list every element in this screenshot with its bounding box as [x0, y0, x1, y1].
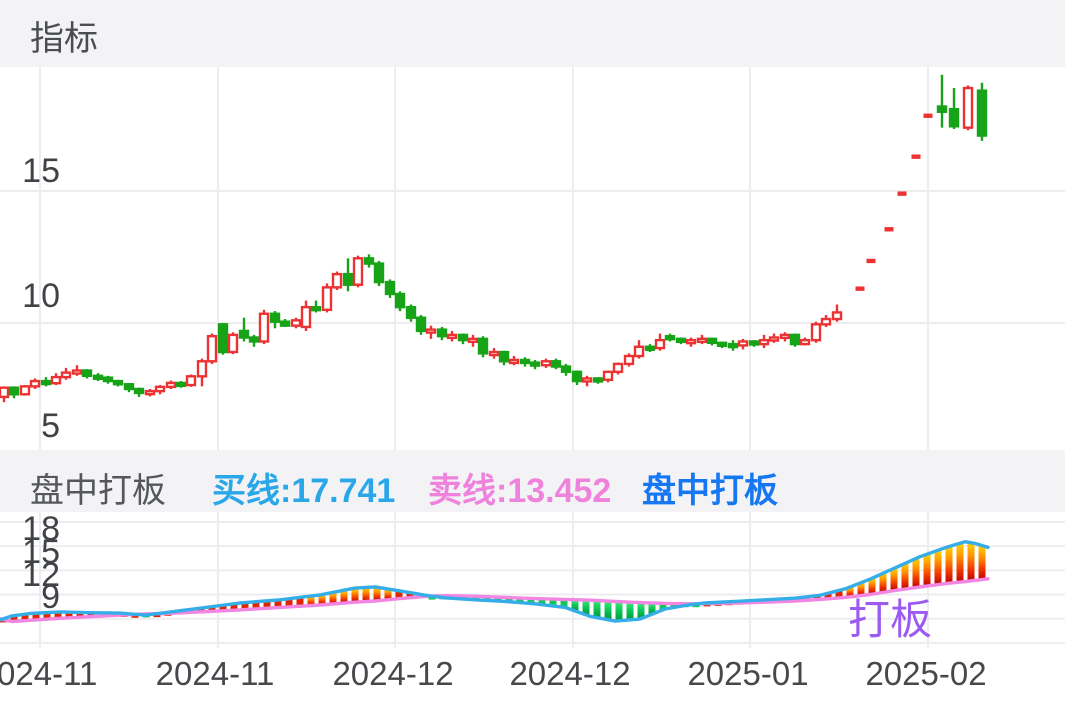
buy-line-value: 买线:17.741: [212, 472, 396, 510]
sub-y-tick-12: 12: [22, 556, 60, 594]
indicator-name-label: 盘中打板: [30, 472, 166, 510]
indicator-sub-pane: 18 15 12 9: [0, 510, 1065, 648]
sell-line-value: 卖线:13.452: [428, 472, 612, 510]
main-y-tick-10: 10: [22, 277, 60, 315]
top-bar: 指标: [0, 0, 1065, 67]
indicator-menu-label[interactable]: 指标: [30, 20, 98, 58]
main-y-tick-5: 5: [41, 407, 60, 445]
x-axis-label: 2025-01: [687, 655, 809, 692]
indicator-signal-label: 盘中打板: [642, 472, 778, 510]
x-axis-label: 2025-02: [865, 655, 987, 692]
x-axis: 2024-11 2024-11 2024-12 2024-12 2025-01 …: [0, 648, 1065, 708]
sub-y-tick-15: 15: [22, 533, 60, 571]
indicator-ribbon-chart[interactable]: [0, 512, 1065, 648]
sub-y-tick-18: 18: [22, 510, 60, 548]
sub-y-tick-9: 9: [41, 578, 60, 616]
daban-annotation: 打板: [848, 596, 933, 643]
main-y-tick-15: 15: [22, 152, 60, 190]
x-axis-label: 2024-12: [332, 655, 454, 692]
x-axis-label: 2024-11: [155, 655, 275, 692]
indicator-info-bar[interactable]: 盘中打板 买线:17.741 卖线:13.452 盘中打板: [0, 450, 1065, 512]
main-price-pane: 15 10 5: [0, 67, 1065, 450]
candlestick-chart[interactable]: [0, 67, 1065, 450]
x-axis-label: 2024-11: [0, 655, 98, 692]
x-axis-label: 2024-12: [509, 655, 631, 692]
